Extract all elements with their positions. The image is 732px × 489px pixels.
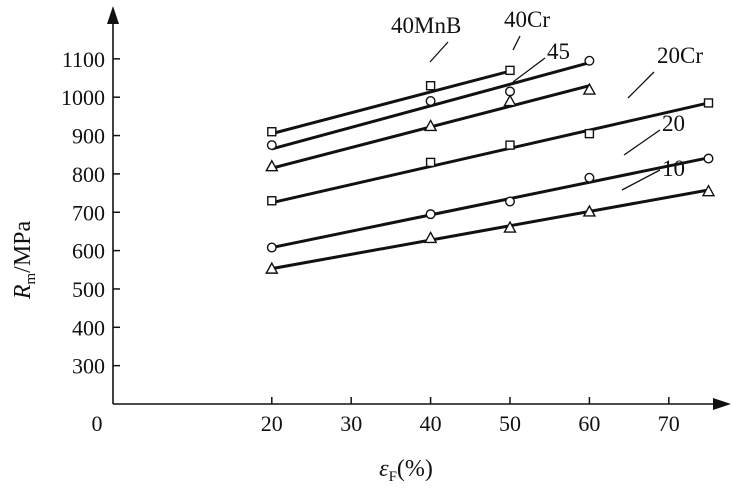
circle-marker: [703, 153, 714, 164]
y-tick-label: 800: [72, 162, 105, 187]
triangle-marker: [582, 204, 597, 217]
x-tick-label: 70: [658, 411, 680, 436]
series-labels: 40MnB 40Cr 45 20Cr 20 10: [391, 7, 703, 191]
x-tick-label: 50: [499, 411, 521, 436]
x-axis-symbol: ε: [379, 456, 389, 482]
leader-line: [512, 57, 546, 83]
x-tick-label: 0: [92, 411, 103, 436]
square-marker: [267, 127, 277, 137]
triangle-marker: [423, 119, 438, 132]
series-label-0: 40MnB: [391, 13, 461, 38]
triangle-marker: [265, 159, 279, 172]
square-marker: [703, 98, 714, 108]
y-axis-symbol: R: [10, 284, 36, 300]
x-axis-subscript: F: [389, 469, 397, 485]
triangle-marker: [423, 230, 438, 244]
x-tick-label: 60: [578, 411, 600, 436]
leader-line: [627, 71, 655, 99]
series-label-1: 40Cr: [504, 7, 550, 32]
axes: 0203040506070803004005006007008009001000…: [61, 6, 731, 436]
circle-marker: [584, 172, 595, 183]
x-axis-unit: (%): [397, 456, 433, 482]
leader-line: [429, 41, 449, 63]
triangle-marker: [582, 82, 597, 95]
fit-lines: [271, 61, 709, 271]
circle-marker: [584, 55, 595, 66]
square-marker: [505, 65, 515, 76]
triangle-marker: [265, 261, 279, 274]
circle-marker: [425, 96, 436, 107]
series-label-3: 20Cr: [657, 43, 703, 68]
x-tick-label: 40: [420, 411, 442, 436]
y-tick-label: 600: [72, 239, 105, 264]
y-tick-label: 400: [72, 315, 105, 340]
leader-line: [623, 129, 661, 156]
fit-line: [271, 69, 511, 136]
y-tick-label: 500: [72, 277, 105, 302]
fit-line: [271, 156, 709, 250]
leader-line: [621, 169, 661, 191]
y-tick-label: 700: [72, 200, 105, 225]
triangle-marker: [503, 94, 517, 107]
circle-marker: [266, 140, 277, 151]
y-tick-label: 900: [72, 124, 105, 149]
series-label-2: 45: [547, 39, 570, 64]
data-markers: [265, 55, 716, 274]
fit-line: [271, 101, 709, 205]
square-marker: [584, 128, 595, 139]
y-axis-unit: /MPa: [10, 220, 36, 272]
triangle-marker: [701, 184, 716, 197]
circle-marker: [425, 209, 436, 220]
triangle-marker: [503, 220, 517, 233]
y-axis-subscript: m: [23, 273, 39, 285]
x-axis-arrow: [713, 398, 731, 410]
y-tick-label: 1000: [61, 85, 105, 110]
circle-marker: [505, 196, 516, 207]
series-label-4: 20: [662, 111, 685, 136]
x-tick-label: 30: [340, 411, 362, 436]
y-tick-label: 1100: [62, 47, 105, 72]
y-tick-label: 300: [72, 354, 105, 379]
x-axis-title: εF(%): [379, 456, 433, 485]
circle-marker: [266, 242, 277, 253]
leader-line: [512, 35, 521, 51]
series-label-5: 10: [662, 156, 685, 181]
fit-line: [271, 188, 709, 271]
y-axis-arrow: [107, 6, 119, 24]
square-marker: [267, 196, 277, 206]
square-marker: [425, 157, 436, 168]
square-marker: [425, 80, 436, 91]
square-marker: [505, 140, 515, 150]
y-axis-title: Rm/MPa: [10, 220, 39, 300]
x-tick-label: 20: [261, 411, 283, 436]
